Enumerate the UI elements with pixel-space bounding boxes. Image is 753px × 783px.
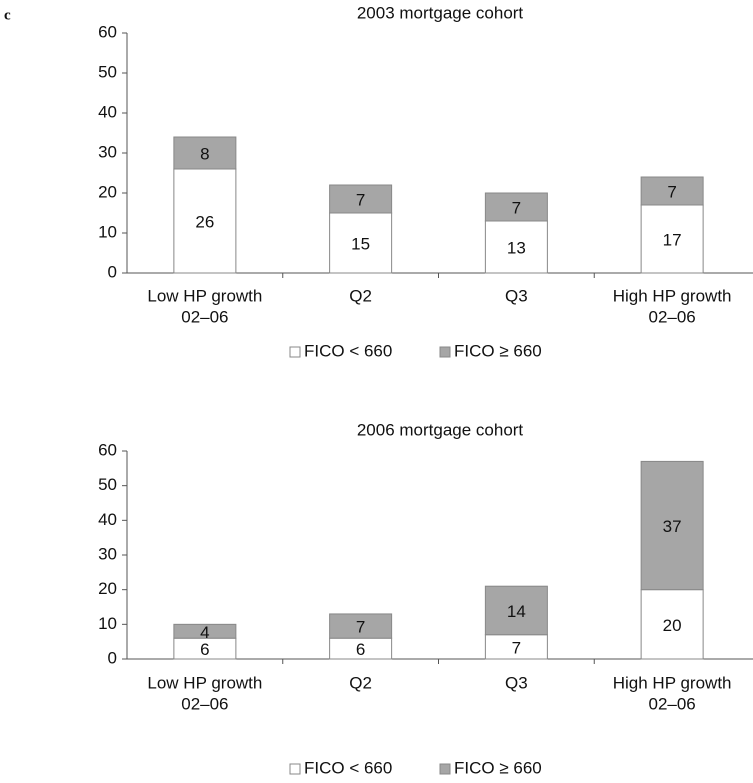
legend-swatch <box>289 763 301 775</box>
value-label: 13 <box>507 238 526 257</box>
bar-segment <box>173 168 237 274</box>
bar-segment <box>640 204 704 274</box>
y-tick-label: 0 <box>108 648 117 667</box>
bar-segment <box>173 623 237 639</box>
y-tick-label: 40 <box>98 102 117 121</box>
x-tick-label: High HP growth <box>613 673 732 692</box>
bar-segment <box>484 585 548 636</box>
bar-segment <box>484 220 548 274</box>
y-tick-label: 60 <box>98 22 117 41</box>
legend-label: FICO ≥ 660 <box>454 758 542 777</box>
x-tick-label: 02–06 <box>648 307 695 326</box>
bar-segment <box>173 136 237 170</box>
x-tick-label: High HP growth <box>613 286 732 305</box>
y-tick-label: 50 <box>98 475 117 494</box>
y-tick-label: 40 <box>98 510 117 529</box>
legend-label: FICO < 660 <box>304 758 392 777</box>
value-label: 7 <box>356 190 365 209</box>
y-tick-label: 50 <box>98 62 117 81</box>
legend-swatch <box>289 346 301 358</box>
y-tick-label: 30 <box>98 544 117 563</box>
value-label: 4 <box>200 623 209 642</box>
x-tick-label: Q3 <box>505 673 528 692</box>
bar-segment <box>484 634 548 660</box>
value-label: 15 <box>351 234 370 253</box>
y-tick-label: 20 <box>98 579 117 598</box>
y-tick-label: 10 <box>98 614 117 633</box>
value-label: 14 <box>507 602 526 621</box>
x-tick-label: Q2 <box>349 673 372 692</box>
value-label: 26 <box>195 212 214 231</box>
bar-segment <box>484 192 548 222</box>
value-label: 7 <box>667 182 676 201</box>
y-tick-label: 30 <box>98 142 117 161</box>
x-tick-label: Low HP growth <box>147 286 262 305</box>
chart-title: 2006 mortgage cohort <box>357 420 524 439</box>
value-label: 7 <box>512 198 521 217</box>
value-label: 7 <box>512 638 521 657</box>
value-label: 6 <box>356 640 365 659</box>
legend-label: FICO ≥ 660 <box>454 341 542 360</box>
x-tick-label: Q3 <box>505 286 528 305</box>
x-tick-label: 02–06 <box>181 307 228 326</box>
bar-segment <box>640 176 704 206</box>
x-tick-label: 02–06 <box>648 694 695 713</box>
x-tick-label: 02–06 <box>181 694 228 713</box>
bar-segment <box>640 460 704 591</box>
legend-swatch <box>439 763 451 775</box>
value-label: 7 <box>356 618 365 637</box>
bar-segment <box>329 184 393 214</box>
value-label: 17 <box>663 230 682 249</box>
y-tick-label: 60 <box>98 440 117 459</box>
panel-label: c <box>4 7 11 23</box>
value-label: 37 <box>663 517 682 536</box>
x-tick-label: Low HP growth <box>147 673 262 692</box>
value-label: 6 <box>200 640 209 659</box>
value-label: 8 <box>200 144 209 163</box>
bar-segment <box>640 589 704 660</box>
bar-segment <box>329 613 393 639</box>
x-tick-label: Q2 <box>349 286 372 305</box>
bar-segment <box>329 212 393 274</box>
y-tick-label: 20 <box>98 182 117 201</box>
y-tick-label: 0 <box>108 262 117 281</box>
value-label: 20 <box>663 616 682 635</box>
legend-label: FICO < 660 <box>304 341 392 360</box>
y-tick-label: 10 <box>98 222 117 241</box>
legend-swatch <box>439 346 451 358</box>
chart-title: 2003 mortgage cohort <box>357 3 524 22</box>
